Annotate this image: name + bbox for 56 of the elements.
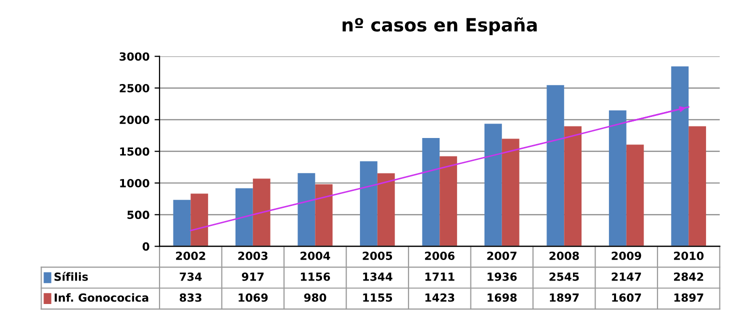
bar: [298, 173, 316, 246]
y-tick-label: 1500: [120, 147, 150, 156]
y-tick-label: 0: [142, 242, 150, 251]
bar: [440, 156, 458, 246]
bar: [671, 66, 689, 246]
data-label: 1897: [674, 293, 704, 302]
data-label: 734: [180, 272, 202, 281]
data-label: 1936: [488, 272, 517, 281]
data-label: 980: [304, 293, 326, 302]
bar: [377, 173, 395, 246]
chart-title: nº casos en España: [342, 17, 537, 36]
y-tick-label: 500: [127, 210, 150, 220]
data-label: 1897: [550, 293, 579, 302]
data-label: 833: [180, 293, 202, 302]
legend-label: Sífilis: [54, 272, 88, 281]
x-tick-label: 2003: [238, 252, 268, 260]
data-label: 2842: [674, 272, 704, 281]
data-label: 1155: [363, 294, 392, 302]
bar: [626, 144, 644, 246]
data-label: 1423: [425, 293, 454, 302]
y-tick-label: 2500: [120, 84, 150, 92]
y-tick-label: 3000: [120, 52, 150, 61]
data-label: 917: [242, 272, 264, 281]
data-label: 2545: [550, 272, 579, 281]
x-tick-label: 2006: [425, 252, 454, 260]
data-label: 1698: [488, 293, 517, 302]
data-label: 1344: [363, 272, 392, 281]
x-tick-label: 2005: [362, 252, 392, 260]
data-label: 2147: [612, 272, 641, 281]
data-label: 1607: [612, 293, 641, 302]
bar: [546, 85, 564, 246]
y-tick-label: 2000: [120, 116, 150, 124]
bar: [252, 178, 270, 246]
data-label: 1711: [425, 272, 454, 281]
line-series: [190, 106, 690, 232]
data-label: 1156: [300, 272, 330, 281]
bar: [502, 138, 520, 246]
bar: [360, 161, 378, 246]
bar: [315, 184, 333, 246]
bar: [608, 110, 626, 246]
bar: [484, 124, 502, 246]
x-tick-label: 2004: [300, 252, 330, 260]
x-tick-label: 2002: [176, 252, 206, 260]
bar: [190, 194, 208, 246]
bar: [564, 126, 582, 246]
x-tick-label: 2007: [487, 252, 516, 260]
y-tick-label: 1000: [120, 178, 150, 188]
x-tick-label: 2010: [674, 252, 704, 260]
bar: [235, 188, 253, 246]
bar: [422, 138, 440, 246]
bar: [688, 126, 706, 246]
x-tick-label: 2009: [612, 252, 642, 260]
bar: [173, 200, 191, 246]
legend-label: Inf. Gonococica: [54, 293, 148, 302]
data-label: 1069: [238, 293, 268, 302]
x-tick-label: 2008: [550, 252, 579, 260]
